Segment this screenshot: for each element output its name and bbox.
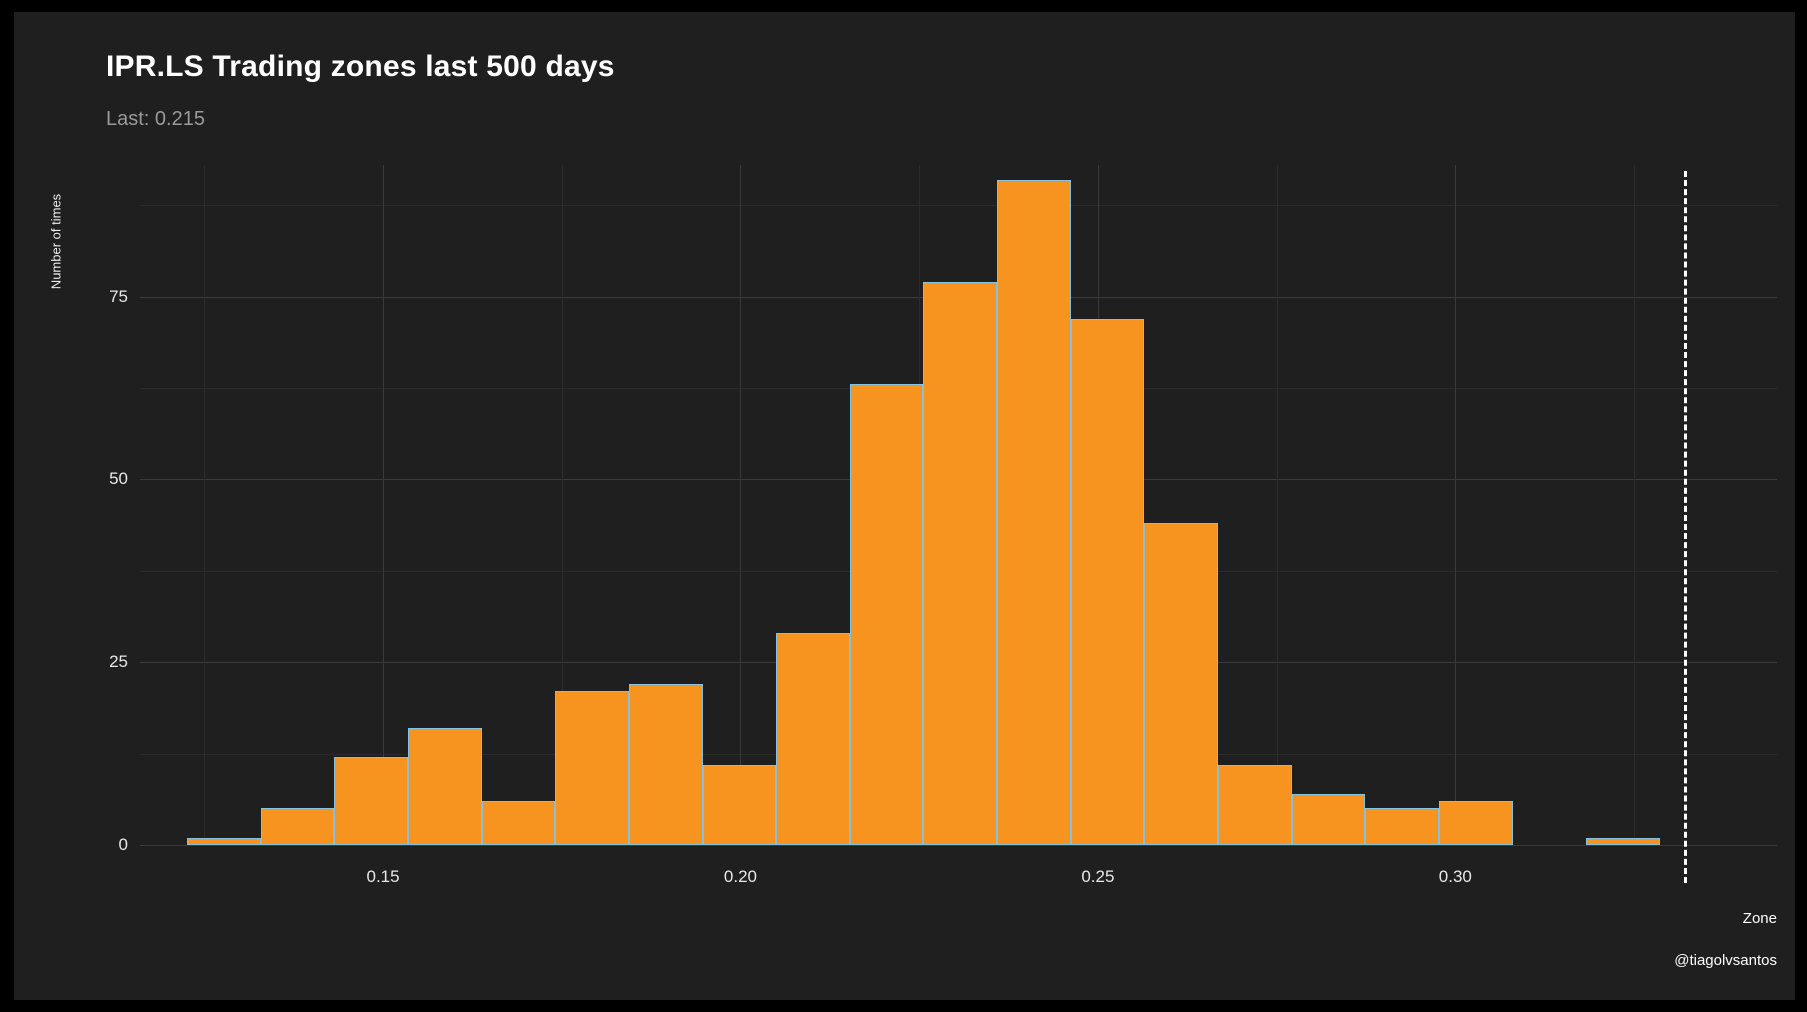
chart-subtitle: Last: 0.215 bbox=[106, 108, 205, 130]
y-tick-label: 75 bbox=[109, 286, 128, 306]
histogram-bar bbox=[702, 764, 777, 845]
histogram-bar bbox=[334, 757, 409, 845]
histogram-bar bbox=[260, 808, 335, 845]
y-tick-label: 50 bbox=[109, 469, 128, 489]
histogram-bar bbox=[1070, 318, 1145, 845]
x-tick-label: 0.20 bbox=[723, 867, 758, 886]
histogram-bar bbox=[776, 632, 850, 845]
watermark: @tiagolvsantos bbox=[1674, 952, 1777, 969]
histogram-bar bbox=[1438, 801, 1513, 845]
y-tick-label: 25 bbox=[109, 652, 128, 672]
histogram-bar bbox=[1291, 793, 1366, 845]
gridline-vertical bbox=[383, 165, 385, 845]
gridline-horizontal-minor bbox=[140, 205, 1777, 207]
x-tick-label: 0.15 bbox=[366, 867, 400, 886]
x-axis-label: Zone bbox=[1742, 910, 1777, 927]
histogram-bar bbox=[1144, 523, 1218, 845]
histogram-bar bbox=[1217, 764, 1292, 845]
histogram-bar bbox=[923, 282, 998, 845]
gridline-vertical bbox=[740, 165, 742, 845]
y-axis-label: Number of times bbox=[48, 193, 64, 290]
histogram-bar bbox=[1365, 808, 1439, 845]
chart-figure: IPR.LS Trading zones last 500 days Last:… bbox=[14, 12, 1795, 1000]
gridline-vertical-minor bbox=[204, 165, 206, 845]
histogram-bar bbox=[187, 837, 261, 845]
x-tick-label: 0.30 bbox=[1438, 867, 1472, 886]
dashed-reference-line bbox=[1684, 171, 1688, 883]
histogram-bar bbox=[849, 384, 924, 845]
histogram-bar bbox=[997, 179, 1071, 845]
y-tick-label: 0 bbox=[118, 835, 128, 854]
histogram-bar bbox=[1586, 837, 1660, 845]
plot-area bbox=[140, 165, 1777, 883]
gridline-vertical-minor bbox=[561, 165, 563, 845]
gridline-vertical-minor bbox=[1276, 165, 1278, 845]
gridline-horizontal bbox=[140, 845, 1777, 846]
gridline-vertical-minor bbox=[1634, 165, 1636, 845]
x-tick-label: 0.25 bbox=[1081, 867, 1115, 886]
histogram-bar bbox=[408, 728, 482, 845]
histogram-bar bbox=[628, 684, 703, 845]
histogram-bar bbox=[481, 801, 556, 845]
histogram-bar bbox=[555, 691, 629, 845]
chart-title: IPR.LS Trading zones last 500 days bbox=[106, 50, 615, 83]
gridline-vertical bbox=[1455, 165, 1457, 845]
